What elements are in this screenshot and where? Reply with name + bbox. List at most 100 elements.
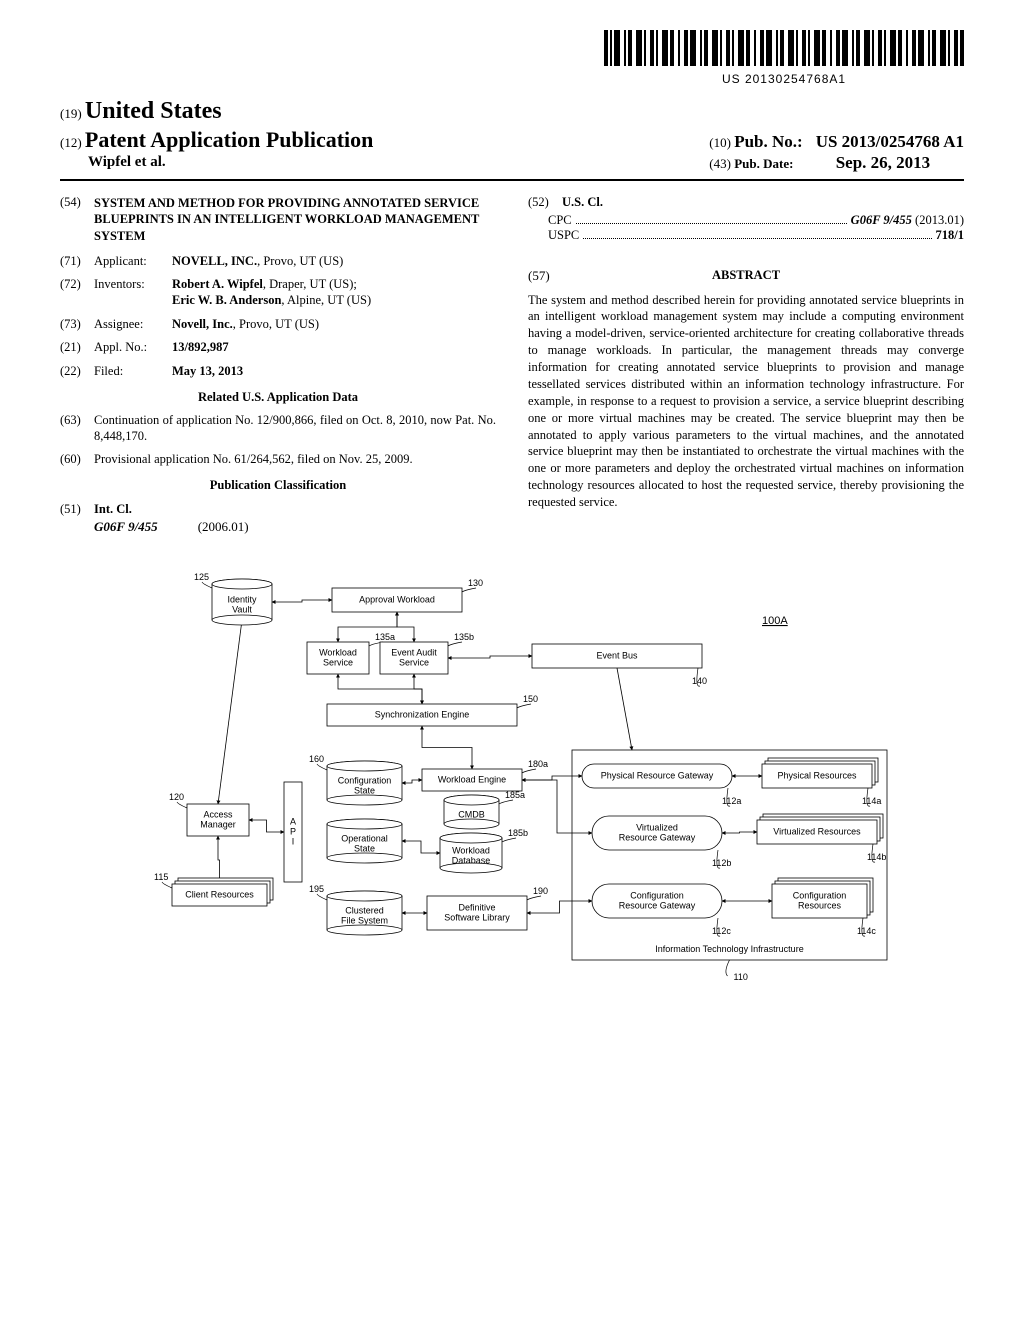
svg-text:114c: 114c [857, 926, 876, 936]
svg-text:Synchronization Engine: Synchronization Engine [375, 709, 470, 719]
svg-text:100A: 100A [762, 615, 788, 627]
svg-text:140: 140 [692, 676, 707, 686]
svg-text:195: 195 [309, 884, 324, 894]
svg-text:115: 115 [154, 872, 168, 882]
dots-icon [576, 213, 847, 224]
svg-text:Definitive: Definitive [458, 902, 495, 912]
svg-text:File System: File System [341, 915, 388, 925]
filed-label: Filed: [94, 364, 172, 380]
related-data-header: Related U.S. Application Data [60, 390, 496, 406]
svg-text:185a: 185a [505, 790, 525, 800]
svg-text:110: 110 [734, 972, 748, 982]
figure-area: IdentityVault 125 Approval Workload 130 Work… [60, 564, 964, 1004]
pubclass-header: Publication Classification [60, 478, 496, 494]
applno-label: Appl. No.: [94, 340, 172, 356]
svg-text:Information Technology Infrast: Information Technology Infrastructure [655, 944, 803, 954]
abstract-label: ABSTRACT [562, 268, 930, 284]
svg-text:Virtualized Resources: Virtualized Resources [773, 826, 861, 836]
intcl-date: (2006.01) [198, 519, 249, 535]
inventor1: Robert A. Wipfel [172, 277, 263, 291]
inventors-num: (72) [60, 277, 94, 308]
pubno-label: Pub. No.: [734, 132, 802, 151]
pubdate-num: (43) [709, 156, 731, 171]
svg-text:114b: 114b [867, 852, 886, 862]
svg-text:Resource Gateway: Resource Gateway [619, 900, 696, 910]
svg-text:150: 150 [523, 694, 538, 704]
header-authors: Wipfel et al. [88, 153, 373, 172]
svg-text:160: 160 [309, 754, 324, 764]
left-column: (54) SYSTEM AND METHOD FOR PROVIDING ANN… [60, 195, 496, 536]
svg-text:185b: 185b [508, 828, 528, 838]
barcode-text: US 20130254768A1 [604, 72, 964, 87]
filed-num: (22) [60, 364, 94, 380]
svg-text:Workload: Workload [319, 647, 357, 657]
svg-text:Workload: Workload [452, 845, 490, 855]
cont-num: (63) [60, 413, 94, 444]
applno: 13/892,987 [172, 340, 496, 356]
bibliographic-columns: (54) SYSTEM AND METHOD FOR PROVIDING ANN… [60, 195, 964, 536]
applicant-loc: , Provo, UT (US) [257, 254, 343, 268]
uscl-label: U.S. Cl. [562, 195, 964, 211]
svg-text:Approval Workload: Approval Workload [359, 594, 435, 604]
cpc-date: (2013.01) [915, 213, 964, 229]
inventor1-loc: , Draper, UT (US); [263, 277, 357, 291]
svg-text:135b: 135b [454, 632, 474, 642]
assignee-loc: , Provo, UT (US) [233, 317, 319, 331]
svg-text:CMDB: CMDB [458, 809, 485, 819]
intcl-code: G06F 9/455 [94, 519, 158, 535]
inventor2: Eric W. B. Anderson [172, 293, 281, 307]
svg-text:Operational: Operational [341, 833, 388, 843]
title-num: (54) [60, 195, 94, 244]
cpc-val: G06F 9/455 [851, 213, 912, 229]
svg-text:112a: 112a [722, 796, 741, 806]
invention-title: SYSTEM AND METHOD FOR PROVIDING ANNOTATE… [94, 195, 496, 244]
svg-text:Software Library: Software Library [444, 912, 510, 922]
svg-text:130: 130 [468, 578, 483, 588]
svg-text:Database: Database [452, 855, 491, 865]
provisional-text: Provisional application No. 61/264,562, … [94, 452, 496, 468]
svg-text:Identity: Identity [227, 594, 257, 604]
dots-icon [583, 228, 931, 239]
svg-text:Configuration: Configuration [630, 890, 684, 900]
inventors-label: Inventors: [94, 277, 172, 308]
svg-text:Access: Access [203, 809, 233, 819]
uspc-label: USPC [548, 228, 579, 244]
barcode-area: US 20130254768A1 [60, 30, 964, 88]
abstract-num: (57) [528, 268, 562, 292]
applicant-label: Applicant: [94, 254, 172, 270]
svg-text:I: I [292, 836, 295, 846]
svg-text:125: 125 [194, 572, 209, 582]
svg-text:Client Resources: Client Resources [185, 889, 254, 899]
svg-text:Clustered: Clustered [345, 905, 384, 915]
svg-text:Resource Gateway: Resource Gateway [619, 832, 696, 842]
doctype-num: (12) [60, 135, 82, 150]
svg-text:120: 120 [169, 792, 184, 802]
uscl-num: (52) [528, 195, 562, 211]
pubdate: Sep. 26, 2013 [836, 153, 930, 172]
svg-text:Service: Service [399, 657, 429, 667]
assignee-num: (73) [60, 317, 94, 333]
prov-num: (60) [60, 452, 94, 468]
pubno: US 2013/0254768 A1 [816, 132, 964, 151]
filed: May 13, 2013 [172, 364, 496, 380]
inventor2-loc: , Alpine, UT (US) [281, 293, 371, 307]
svg-text:135a: 135a [375, 632, 395, 642]
svg-text:Event Bus: Event Bus [596, 650, 638, 660]
intcl-num: (51) [60, 502, 94, 518]
doctype: Patent Application Publication [85, 127, 373, 152]
svg-text:112c: 112c [712, 926, 731, 936]
svg-text:State: State [354, 843, 375, 853]
uspc-val: 718/1 [936, 228, 964, 244]
country-num: (19) [60, 106, 82, 121]
svg-text:190: 190 [533, 886, 548, 896]
right-column: (52) U.S. Cl. CPC G06F 9/455 (2013.01) U… [528, 195, 964, 536]
svg-text:Physical Resource Gateway: Physical Resource Gateway [601, 770, 714, 780]
divider [60, 179, 964, 181]
cpc-label: CPC [548, 213, 572, 229]
svg-text:Physical Resources: Physical Resources [777, 770, 857, 780]
pubdate-label: Pub. Date: [734, 156, 793, 171]
applno-num: (21) [60, 340, 94, 356]
assignee: Novell, Inc. [172, 317, 233, 331]
svg-text:Vault: Vault [232, 604, 252, 614]
svg-text:Event Audit: Event Audit [391, 647, 437, 657]
